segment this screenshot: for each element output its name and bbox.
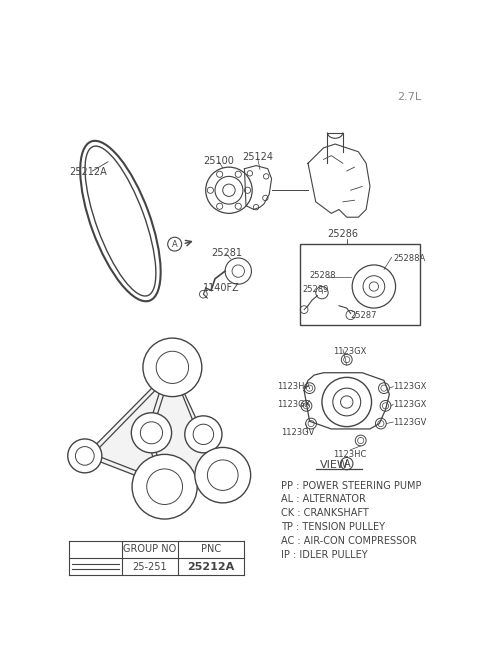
Text: AL: AL: [79, 451, 91, 461]
Text: 1123GV: 1123GV: [281, 428, 314, 438]
Text: A: A: [343, 458, 350, 468]
Text: 25287: 25287: [350, 311, 377, 320]
Text: TP: TP: [145, 428, 157, 438]
Text: 25-251: 25-251: [132, 561, 167, 572]
Polygon shape: [85, 367, 223, 487]
Text: 1123GX: 1123GX: [393, 382, 427, 391]
Text: 1123HA: 1123HA: [277, 382, 310, 391]
Text: 1123GX: 1123GX: [393, 400, 427, 409]
Circle shape: [185, 416, 222, 453]
Text: PP: PP: [167, 362, 179, 372]
Text: TP : TENSION PULLEY: TP : TENSION PULLEY: [281, 522, 385, 532]
Circle shape: [147, 469, 182, 504]
Circle shape: [68, 439, 102, 473]
Text: PNC: PNC: [201, 544, 221, 554]
Text: 25124: 25124: [242, 152, 273, 162]
Circle shape: [140, 422, 163, 444]
Text: IP : IDLER PULLEY: IP : IDLER PULLEY: [281, 550, 368, 560]
Text: 1123HC: 1123HC: [333, 450, 366, 458]
Circle shape: [75, 447, 94, 465]
Text: 25288: 25288: [310, 271, 336, 280]
Ellipse shape: [85, 146, 156, 296]
Text: VIEW: VIEW: [320, 460, 348, 470]
Text: 2.7L: 2.7L: [397, 92, 421, 102]
Circle shape: [207, 460, 238, 491]
Circle shape: [132, 413, 172, 453]
Text: A: A: [172, 240, 178, 249]
Text: AC: AC: [216, 470, 229, 480]
Text: 25286: 25286: [327, 229, 359, 239]
Text: AL : ALTERNATOR: AL : ALTERNATOR: [281, 495, 366, 504]
Circle shape: [156, 351, 189, 383]
Text: 25281: 25281: [211, 248, 242, 258]
Text: PP : POWER STEERING PUMP: PP : POWER STEERING PUMP: [281, 481, 421, 491]
Text: 25212A: 25212A: [188, 561, 235, 572]
Circle shape: [195, 447, 251, 503]
Bar: [300, 244, 420, 325]
Text: 1123GV: 1123GV: [393, 417, 427, 426]
Text: 1140FZ: 1140FZ: [204, 283, 240, 293]
Text: AC : AIR-CON COMPRESSOR: AC : AIR-CON COMPRESSOR: [281, 536, 417, 546]
Text: 25289: 25289: [302, 285, 329, 294]
Circle shape: [193, 424, 214, 445]
Text: GROUP NO: GROUP NO: [123, 544, 177, 554]
Text: 25100: 25100: [204, 156, 234, 166]
Text: 25212A: 25212A: [69, 167, 107, 177]
Text: IP: IP: [199, 429, 208, 440]
Text: CK: CK: [158, 481, 171, 492]
Circle shape: [143, 338, 202, 397]
Text: 1123GX: 1123GX: [333, 346, 366, 356]
Text: 1123GX: 1123GX: [277, 400, 311, 409]
Text: 25288A: 25288A: [393, 254, 425, 263]
Text: CK : CRANKSHAFT: CK : CRANKSHAFT: [281, 508, 369, 518]
Circle shape: [132, 455, 197, 519]
